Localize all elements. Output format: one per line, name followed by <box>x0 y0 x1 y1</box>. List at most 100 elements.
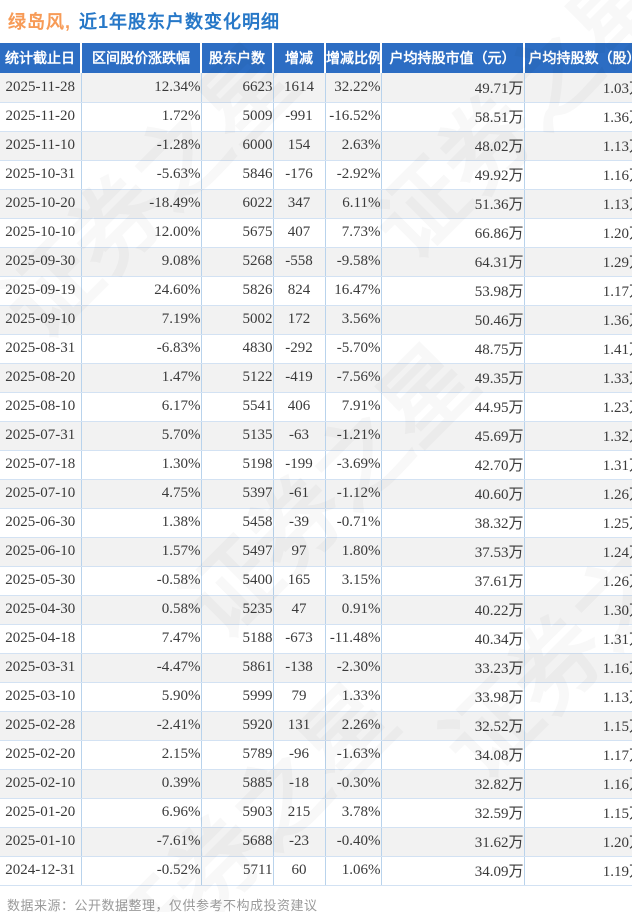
cell-date: 2025-03-10 <box>0 682 82 712</box>
cell-price-change: 7.47% <box>81 624 202 654</box>
header-holder-count: 股东户数 <box>201 43 274 73</box>
page-title: 绿岛风, 近1年股东户数变化明细 <box>0 0 632 43</box>
cell-price-change: -7.61% <box>81 827 202 857</box>
cell-date: 2024-12-31 <box>0 856 82 886</box>
cell-price-change: 12.00% <box>81 218 202 248</box>
cell-change: -39 <box>273 508 326 538</box>
cell-change-ratio: -3.69% <box>325 450 382 480</box>
cell-date: 2025-11-28 <box>0 73 82 103</box>
cell-holder-count: 5497 <box>201 537 274 567</box>
cell-avg-shares: 1.16万 <box>524 769 632 799</box>
cell-change: 79 <box>273 682 326 712</box>
cell-change-ratio: -2.92% <box>325 160 382 190</box>
cell-price-change: 2.15% <box>81 740 202 770</box>
cell-avg-market-value: 38.32万 <box>381 508 525 538</box>
cell-price-change: 1.38% <box>81 508 202 538</box>
cell-price-change: -6.83% <box>81 334 202 364</box>
cell-avg-market-value: 49.35万 <box>381 363 525 393</box>
cell-change: -991 <box>273 102 326 132</box>
cell-price-change: 1.72% <box>81 102 202 132</box>
cell-change: 407 <box>273 218 326 248</box>
cell-change-ratio: 7.73% <box>325 218 382 248</box>
cell-avg-market-value: 31.62万 <box>381 827 525 857</box>
cell-holder-count: 5789 <box>201 740 274 770</box>
cell-avg-shares: 1.31万 <box>524 624 632 654</box>
cell-holder-count: 5397 <box>201 479 274 509</box>
cell-price-change: -5.63% <box>81 160 202 190</box>
cell-holder-count: 5675 <box>201 218 274 248</box>
cell-change: -419 <box>273 363 326 393</box>
cell-date: 2025-10-20 <box>0 189 82 219</box>
cell-date: 2025-09-30 <box>0 247 82 277</box>
cell-avg-shares: 1.41万 <box>524 334 632 364</box>
cell-avg-market-value: 49.71万 <box>381 73 525 103</box>
cell-avg-market-value: 34.08万 <box>381 740 525 770</box>
cell-holder-count: 6022 <box>201 189 274 219</box>
cell-avg-shares: 1.36万 <box>524 305 632 335</box>
cell-avg-shares: 1.31万 <box>524 450 632 480</box>
cell-change-ratio: 2.26% <box>325 711 382 741</box>
cell-holder-count: 5198 <box>201 450 274 480</box>
cell-change: -673 <box>273 624 326 654</box>
header-change: 增减 <box>273 43 326 73</box>
cell-change: -138 <box>273 653 326 683</box>
cell-date: 2025-01-20 <box>0 798 82 828</box>
cell-avg-shares: 1.25万 <box>524 508 632 538</box>
cell-date: 2025-06-10 <box>0 537 82 567</box>
cell-avg-market-value: 37.53万 <box>381 537 525 567</box>
cell-avg-shares: 1.15万 <box>524 798 632 828</box>
cell-price-change: 6.17% <box>81 392 202 422</box>
cell-change: 97 <box>273 537 326 567</box>
cell-date: 2025-09-19 <box>0 276 82 306</box>
cell-holder-count: 5458 <box>201 508 274 538</box>
cell-price-change: -0.58% <box>81 566 202 596</box>
cell-avg-shares: 1.26万 <box>524 566 632 596</box>
cell-change: -176 <box>273 160 326 190</box>
cell-avg-shares: 1.16万 <box>524 160 632 190</box>
cell-avg-shares: 1.20万 <box>524 218 632 248</box>
cell-holder-count: 5885 <box>201 769 274 799</box>
cell-avg-market-value: 40.60万 <box>381 479 525 509</box>
header-change-ratio: 增减比例 <box>325 43 382 73</box>
cell-price-change: -1.28% <box>81 131 202 161</box>
cell-change: 165 <box>273 566 326 596</box>
cell-avg-shares: 1.30万 <box>524 595 632 625</box>
cell-date: 2025-07-18 <box>0 450 82 480</box>
cell-avg-shares: 1.16万 <box>524 653 632 683</box>
cell-date: 2025-02-28 <box>0 711 82 741</box>
cell-holder-count: 5122 <box>201 363 274 393</box>
cell-avg-shares: 1.03万 <box>524 73 632 103</box>
cell-change-ratio: -0.40% <box>325 827 382 857</box>
cell-date: 2025-08-20 <box>0 363 82 393</box>
header-date: 统计截止日 <box>0 43 82 73</box>
cell-holder-count: 5711 <box>201 856 274 886</box>
cell-change: 154 <box>273 131 326 161</box>
cell-avg-shares: 1.29万 <box>524 247 632 277</box>
cell-change: -63 <box>273 421 326 451</box>
cell-avg-shares: 1.13万 <box>524 189 632 219</box>
cell-price-change: 1.30% <box>81 450 202 480</box>
table-row: 2025-10-31 -5.63% 5846 -176 -2.92% 49.92万 1.16… <box>0 160 632 190</box>
cell-date: 2025-02-10 <box>0 769 82 799</box>
cell-holder-count: 5188 <box>201 624 274 654</box>
cell-avg-shares: 1.13万 <box>524 131 632 161</box>
cell-change: -96 <box>273 740 326 770</box>
cell-avg-market-value: 32.59万 <box>381 798 525 828</box>
shareholder-table: 统计截止日 区间股价涨跌幅 股东户数 增减 增减比例 户均持股市值（元） 户均持… <box>0 43 632 886</box>
cell-holder-count: 5846 <box>201 160 274 190</box>
cell-avg-shares: 1.17万 <box>524 276 632 306</box>
table-row: 2025-11-20 1.72% 5009 -991 -16.52% 58.51万 1.36… <box>0 102 632 132</box>
cell-change-ratio: 3.15% <box>325 566 382 596</box>
cell-avg-shares: 1.32万 <box>524 421 632 451</box>
cell-change-ratio: 16.47% <box>325 276 382 306</box>
cell-holder-count: 6623 <box>201 73 274 103</box>
cell-change: -199 <box>273 450 326 480</box>
